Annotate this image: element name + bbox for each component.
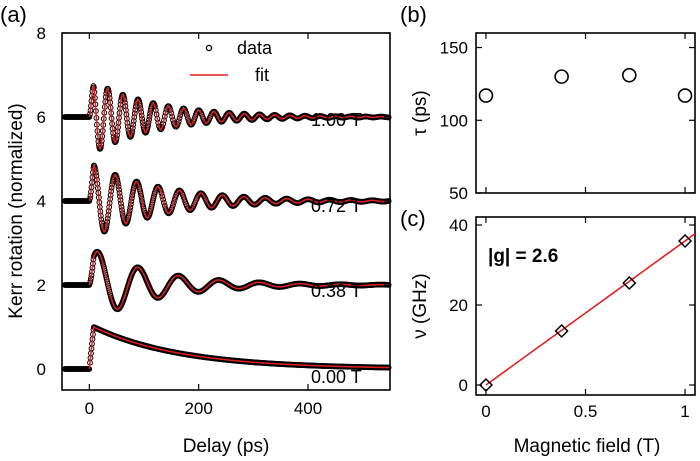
panel-c-ytick-label: 0 <box>459 376 468 395</box>
panel-a-ticks: 0 200 400 0 2 4 6 8 <box>37 24 390 418</box>
panel-a-frame <box>61 32 391 391</box>
panel-c: (c) 0 0.5 1 0 20 40 |g| = 2.6 Magnetic field … <box>400 206 696 457</box>
panel-c-xtick-label: 0 <box>481 402 490 421</box>
panel-b: (b) 50 100 150 τ (ps) <box>400 2 696 203</box>
panel-c-letter: (c) <box>400 206 426 231</box>
panel-c-points <box>478 233 693 393</box>
panel-a-xtick-label: 200 <box>184 399 212 418</box>
panel-b-ytick-label: 150 <box>440 39 468 58</box>
data-point-1-00-T <box>191 116 198 123</box>
fit-line-1-00-T <box>88 84 391 150</box>
panel-a-plot-area <box>61 83 392 372</box>
fit-line-0-00-T <box>88 325 390 370</box>
panel-c-ytick-label: 40 <box>449 216 468 235</box>
tau-point <box>677 88 693 103</box>
panel-a-xlabel: Delay (ps) <box>183 436 270 457</box>
frequency-point <box>677 233 693 249</box>
panel-a-ytick-label: 0 <box>37 360 46 379</box>
trace-label-0-72T: 0.72 T <box>311 196 362 216</box>
frequency-fit-line <box>485 233 696 386</box>
panel-c-ytick-label: 20 <box>449 296 468 315</box>
panel-a-xtick-label: 0 <box>85 399 94 418</box>
panel-c-ylabel: ν (GHz) <box>410 273 431 338</box>
tau-point <box>478 88 494 103</box>
panel-a-legend: data fit <box>190 38 273 85</box>
fit-line-0-38-T <box>88 250 391 310</box>
panel-a-ytick-label: 6 <box>37 108 46 127</box>
panel-b-frame <box>475 32 696 194</box>
frequency-point <box>478 377 494 393</box>
tau-point <box>621 67 637 83</box>
data-point-1-00-T <box>173 123 180 130</box>
trace-label-0-00T: 0.00 T <box>311 367 362 387</box>
legend-fit-label: fit <box>255 65 269 85</box>
panel-b-letter: (b) <box>400 2 427 27</box>
panel-a-ytick-label: 2 <box>37 276 46 295</box>
panel-a-ytick-label: 4 <box>37 192 46 211</box>
panel-a-xtick-label: 400 <box>294 399 322 418</box>
panel-c-xtick-label: 0.5 <box>574 402 598 421</box>
panel-b-points <box>478 67 693 103</box>
panel-c-fit <box>485 233 696 386</box>
panel-a-letter: (a) <box>0 2 27 27</box>
legend-data-marker <box>205 44 213 52</box>
panel-b-ytick-label: 100 <box>440 111 468 130</box>
panel-b-ytick-label: 50 <box>449 184 468 203</box>
panel-a-ylabel: Kerr rotation (normalized) <box>6 103 27 318</box>
panel-c-xlabel: Magnetic field (T) <box>514 436 661 457</box>
frequency-point <box>554 323 569 339</box>
fit-line-0-72-T <box>88 164 391 233</box>
panel-c-ticks: 0 0.5 1 0 20 40 <box>449 216 695 421</box>
legend-data-label: data <box>237 38 273 58</box>
data-point-1-00-T <box>188 121 195 128</box>
panel-b-ylabel: τ (ps) <box>410 90 431 136</box>
trace-label-1-00T: 1.00 T <box>311 110 362 130</box>
panel-c-xtick-label: 1 <box>680 402 689 421</box>
panel-a-ytick-label: 8 <box>37 24 46 43</box>
g-factor-annotation: |g| = 2.6 <box>488 246 558 267</box>
panel-b-ticks: 50 100 150 <box>440 33 695 203</box>
frequency-point <box>622 275 637 291</box>
tau-point <box>554 69 569 84</box>
trace-label-0-38T: 0.38 T <box>311 281 362 301</box>
